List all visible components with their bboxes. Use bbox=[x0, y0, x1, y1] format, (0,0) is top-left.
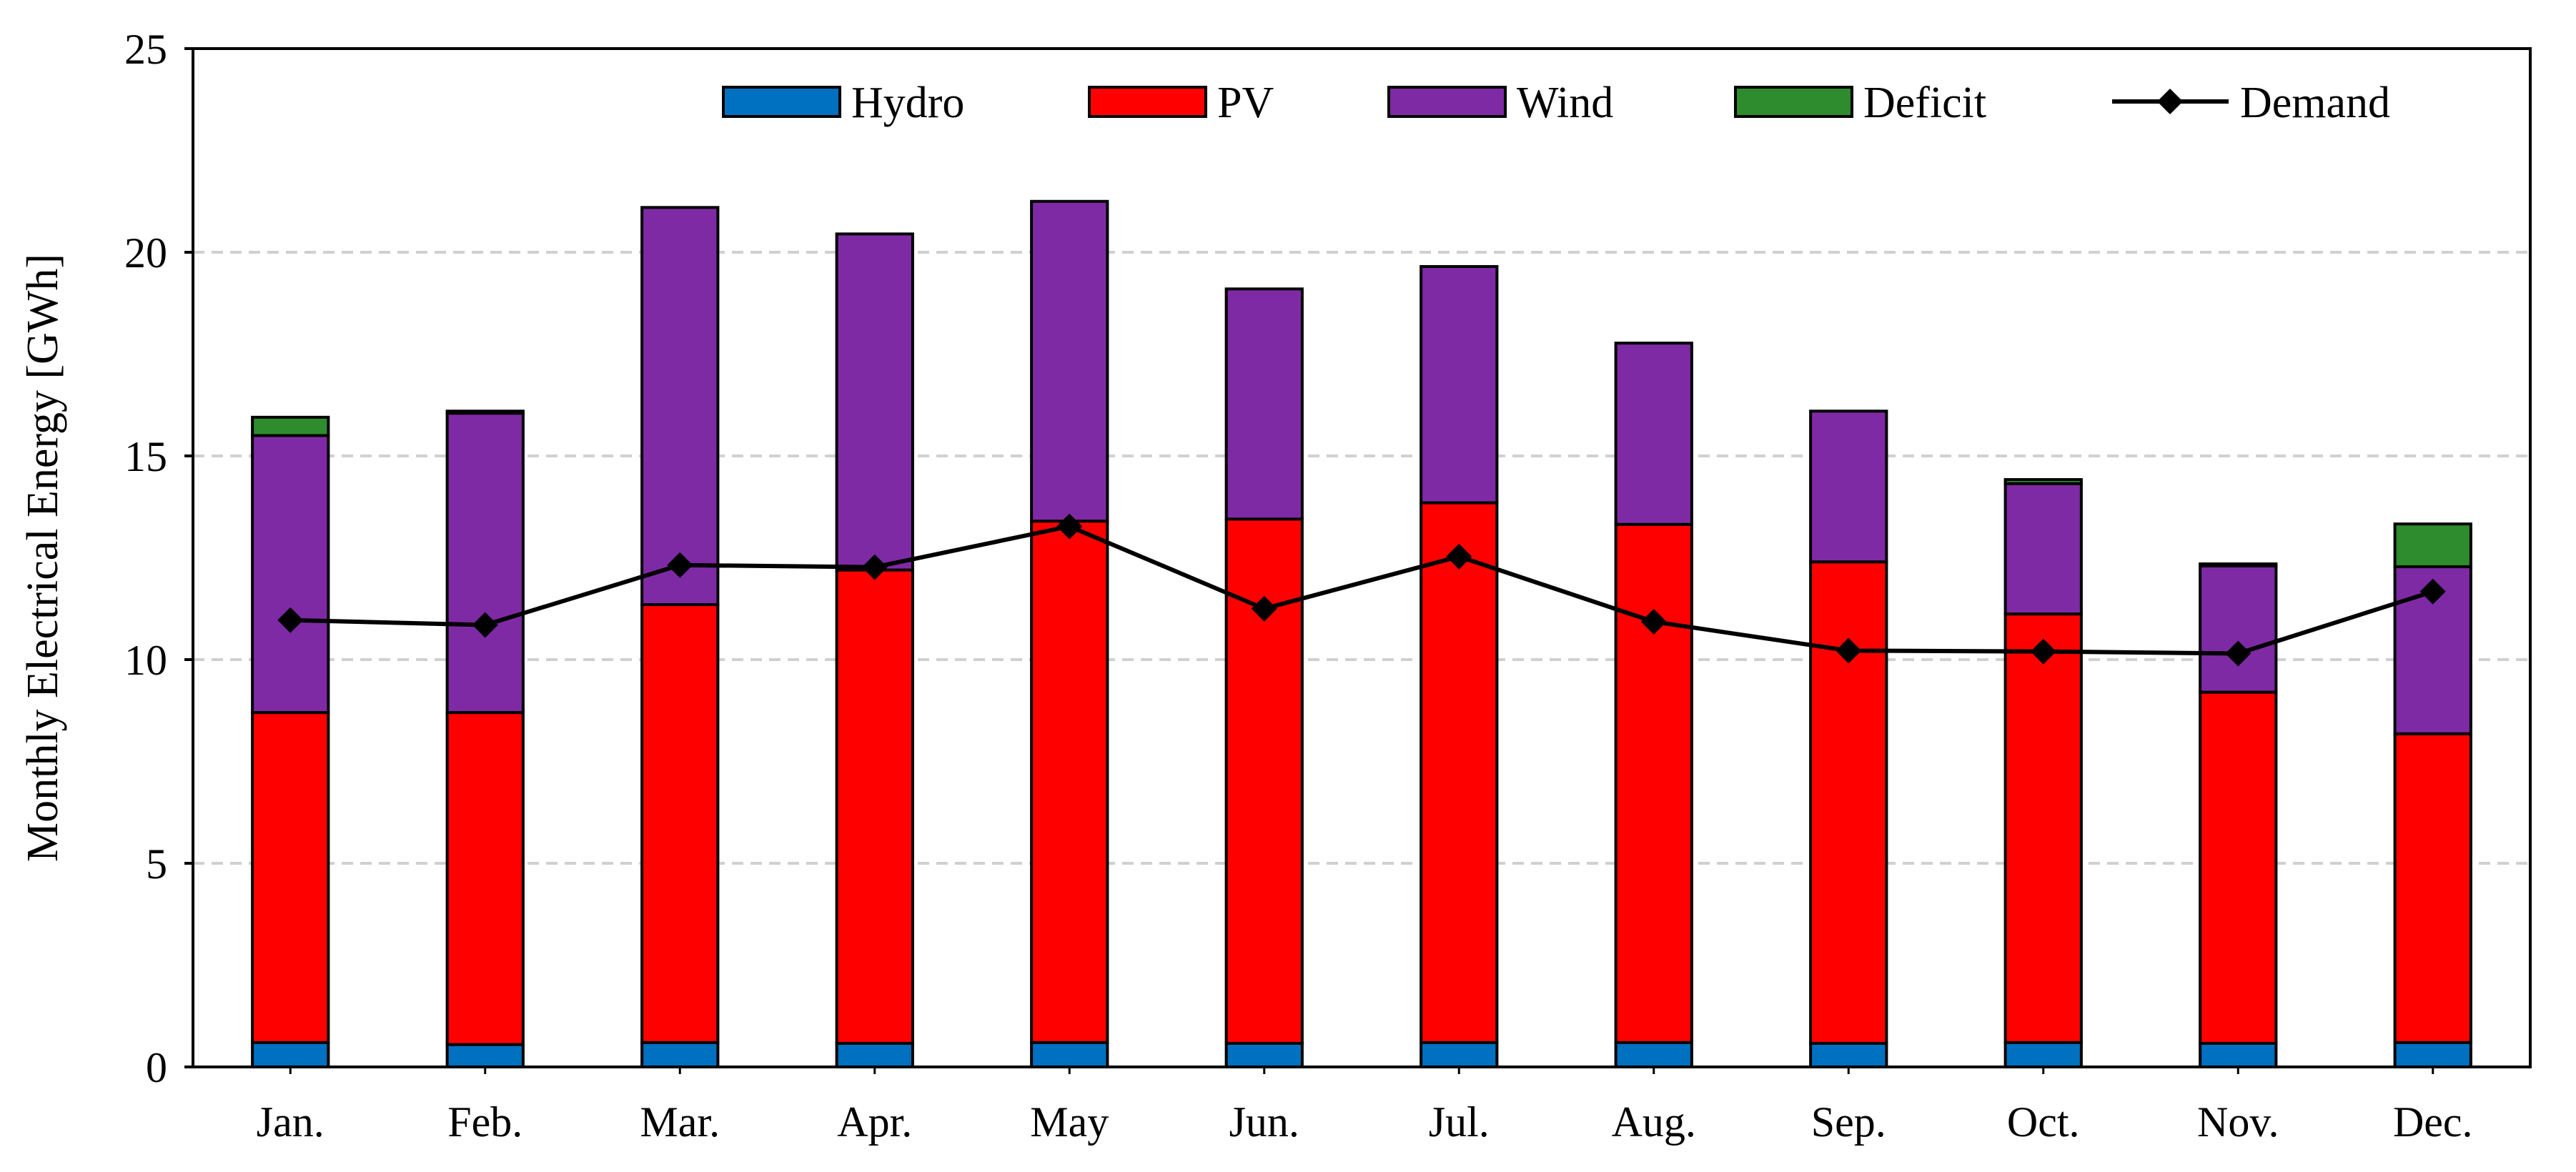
demand-marker bbox=[277, 607, 304, 633]
bar-segment-wind bbox=[251, 434, 330, 715]
x-tick-label: Dec. bbox=[2393, 1098, 2473, 1146]
demand-marker bbox=[472, 612, 498, 638]
demand-marker bbox=[861, 554, 888, 580]
y-axis-label: Monthly Electrical Energy [GWh] bbox=[19, 254, 67, 862]
x-axis-ticks: Jan. Feb. Mar. Apr. May Jun. Jul. Aug. Sep. Oct. N… bbox=[257, 1067, 2473, 1146]
legend-swatch-wind bbox=[1387, 86, 1507, 118]
bar-segment-wind bbox=[1224, 287, 1304, 521]
bar-segment-pv bbox=[2199, 690, 2278, 1045]
demand-marker bbox=[2419, 578, 2446, 605]
bar-segment-deficit bbox=[2393, 522, 2472, 569]
legend-label-demand: Demand bbox=[2240, 79, 2390, 127]
bar-segment-pv bbox=[640, 603, 720, 1044]
demand-marker bbox=[1836, 637, 1862, 664]
demand-marker bbox=[1446, 543, 1472, 570]
y-tick-label: 5 bbox=[146, 840, 167, 888]
demand-line bbox=[290, 524, 2434, 656]
demand-marker bbox=[2030, 638, 2056, 665]
x-tick-label: Jul. bbox=[1429, 1098, 1490, 1146]
bar-segment-pv bbox=[835, 568, 914, 1045]
bar-segment-hydro bbox=[1224, 1041, 1304, 1068]
bar-segment-pv bbox=[1809, 560, 1888, 1045]
bar-segment-hydro bbox=[1420, 1041, 1499, 1069]
demand-marker bbox=[1640, 608, 1667, 635]
bar-segment-deficit bbox=[2199, 562, 2278, 567]
x-tick-label: Feb. bbox=[447, 1098, 522, 1146]
bar-segment-pv bbox=[1030, 520, 1109, 1044]
legend-swatch-pv bbox=[1088, 86, 1207, 118]
bar-segment-wind bbox=[2199, 564, 2278, 694]
bar-segment-pv bbox=[2393, 732, 2472, 1044]
bars bbox=[251, 199, 2472, 1069]
bar-segment-wind bbox=[2003, 482, 2083, 616]
x-tick-label: Apr. bbox=[837, 1098, 912, 1146]
bar-segment-deficit bbox=[2003, 478, 2083, 485]
bar-segment-hydro bbox=[1809, 1041, 1888, 1068]
x-tick-label: Jun. bbox=[1229, 1098, 1299, 1146]
x-tick-label: Oct. bbox=[2007, 1098, 2080, 1146]
demand-line-layer bbox=[277, 513, 2446, 667]
legend-label-hydro: Hydro bbox=[851, 79, 964, 127]
bar-segment-deficit bbox=[251, 415, 330, 437]
y-tick-label: 15 bbox=[124, 433, 167, 480]
x-tick-label: May bbox=[1030, 1098, 1109, 1146]
legend-swatch-hydro bbox=[722, 86, 841, 118]
legend-marker-demand bbox=[2157, 89, 2183, 114]
y-tick-label: 10 bbox=[124, 637, 167, 684]
x-tick-label: Nov. bbox=[2197, 1098, 2279, 1146]
x-tick-label: Jan. bbox=[257, 1098, 325, 1146]
bar-segment-wind bbox=[1420, 264, 1499, 505]
bar-segment-wind bbox=[1614, 342, 1693, 526]
bar-segment-hydro bbox=[2393, 1041, 2472, 1069]
bar-segment-wind bbox=[1030, 199, 1109, 523]
bar-segment-hydro bbox=[445, 1043, 525, 1069]
bar-segment-pv bbox=[2003, 612, 2083, 1044]
y-tick-label: 0 bbox=[146, 1044, 167, 1091]
x-tick-label: Aug. bbox=[1612, 1098, 1696, 1146]
demand-marker bbox=[667, 552, 693, 578]
legend-label-wind: Wind bbox=[1517, 79, 1613, 127]
bar-segment-pv bbox=[1614, 522, 1693, 1044]
legend-swatch-deficit bbox=[1734, 86, 1853, 118]
bar-segment-wind bbox=[1809, 409, 1888, 564]
y-axis-ticks: 0 5 10 15 20 25 bbox=[124, 26, 193, 1091]
plot-frame bbox=[192, 47, 2532, 1068]
demand-marker bbox=[2225, 640, 2251, 667]
bar-segment-hydro bbox=[251, 1041, 330, 1069]
x-tick-label: Sep. bbox=[1811, 1098, 1886, 1146]
bar-segment-hydro bbox=[835, 1041, 914, 1068]
bar-segment-hydro bbox=[1614, 1041, 1693, 1069]
bar-segment-wind bbox=[640, 206, 720, 607]
bar-segment-hydro bbox=[1030, 1041, 1109, 1069]
y-tick-label: 20 bbox=[124, 229, 167, 277]
bar-segment-pv bbox=[445, 711, 525, 1046]
demand-marker bbox=[1251, 595, 1277, 622]
legend-label-deficit: Deficit bbox=[1863, 79, 1986, 127]
legend: Hydro PV Wind Deficit Demand bbox=[722, 79, 2390, 127]
x-tick-label: Mar. bbox=[640, 1098, 720, 1146]
bar-segment-hydro bbox=[2003, 1041, 2083, 1069]
y-tick-label: 25 bbox=[124, 26, 167, 73]
gridlines bbox=[193, 251, 2530, 865]
bar-segment-wind bbox=[835, 232, 914, 572]
bar-segment-hydro bbox=[2199, 1041, 2278, 1068]
bar-segment-deficit bbox=[445, 409, 525, 415]
bar-segment-wind bbox=[445, 412, 525, 715]
bar-segment-pv bbox=[1420, 501, 1499, 1044]
bar-segment-pv bbox=[251, 711, 330, 1044]
bar-segment-hydro bbox=[640, 1041, 720, 1069]
legend-label-pv: PV bbox=[1217, 79, 1274, 127]
demand-marker bbox=[1056, 513, 1083, 540]
